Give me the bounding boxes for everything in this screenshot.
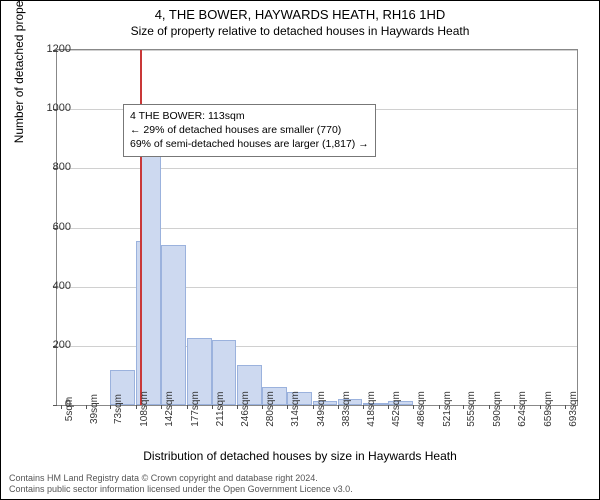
xtick-label: 418sqm (366, 391, 377, 427)
xtick-mark (110, 405, 111, 409)
xtick-mark (463, 405, 464, 409)
xtick-label: 349sqm (316, 391, 327, 427)
y-axis-label: Number of detached properties (12, 0, 26, 143)
gridline-h (57, 346, 577, 347)
xtick-mark (338, 405, 339, 409)
xtick-label: 383sqm (341, 391, 352, 427)
xtick-label: 246sqm (240, 391, 251, 427)
xtick-label: 555sqm (466, 391, 477, 427)
footer-attribution: Contains HM Land Registry data © Crown c… (9, 473, 353, 495)
footer-line-2: Contains public sector information licen… (9, 484, 353, 495)
gridline-h (57, 287, 577, 288)
xtick-mark (161, 405, 162, 409)
xtick-mark (363, 405, 364, 409)
xtick-label: 624sqm (517, 391, 528, 427)
xtick-label: 211sqm (215, 392, 226, 427)
gridline-h (57, 228, 577, 229)
xtick-label: 39sqm (89, 394, 100, 424)
histogram-bar (140, 134, 161, 405)
xtick-label: 486sqm (416, 391, 427, 427)
info-annotation-box: 4 THE BOWER: 113sqm ← 29% of detached ho… (123, 104, 376, 157)
chart-subtitle: Size of property relative to detached ho… (1, 24, 599, 38)
xtick-label: 142sqm (164, 391, 175, 427)
xtick-label: 659sqm (543, 391, 554, 427)
ytick-label: 200 (31, 339, 71, 351)
xtick-mark (187, 405, 188, 409)
ytick-label: 800 (31, 161, 71, 173)
xtick-mark (212, 405, 213, 409)
xtick-mark (388, 405, 389, 409)
chart-title: 4, THE BOWER, HAYWARDS HEATH, RH16 1HD (1, 7, 599, 22)
xtick-mark (287, 405, 288, 409)
xtick-mark (489, 405, 490, 409)
xtick-mark (540, 405, 541, 409)
xtick-mark (237, 405, 238, 409)
gridline-h (57, 50, 577, 51)
info-line-2: ← 29% of detached houses are smaller (77… (130, 123, 369, 137)
ytick-label: 400 (31, 280, 71, 292)
info-line-3: 69% of semi-detached houses are larger (… (130, 137, 369, 151)
xtick-label: 5sqm (64, 397, 75, 421)
xtick-label: 590sqm (492, 391, 503, 427)
xtick-label: 73sqm (113, 394, 124, 424)
xtick-mark (514, 405, 515, 409)
chart-container: 4, THE BOWER, HAYWARDS HEATH, RH16 1HD S… (0, 0, 600, 500)
xtick-label: 693sqm (568, 391, 579, 427)
xtick-mark (565, 405, 566, 409)
ytick-label: 600 (31, 221, 71, 233)
xtick-mark (136, 405, 137, 409)
info-line-1: 4 THE BOWER: 113sqm (130, 109, 369, 123)
xtick-mark (86, 405, 87, 409)
xtick-label: 108sqm (139, 391, 150, 427)
xtick-mark (262, 405, 263, 409)
plot-area: 4 THE BOWER: 113sqm ← 29% of detached ho… (56, 49, 578, 406)
xtick-label: 177sqm (190, 391, 201, 427)
xtick-label: 280sqm (265, 391, 276, 427)
footer-line-1: Contains HM Land Registry data © Crown c… (9, 473, 353, 484)
xtick-mark (313, 405, 314, 409)
x-axis-label: Distribution of detached houses by size … (1, 449, 599, 463)
histogram-bar (161, 245, 186, 405)
xtick-label: 521sqm (442, 391, 453, 427)
ytick-label: 1000 (31, 102, 71, 114)
gridline-h (57, 168, 577, 169)
xtick-mark (439, 405, 440, 409)
xtick-label: 314sqm (290, 391, 301, 427)
xtick-label: 452sqm (391, 391, 402, 427)
ytick-label: 1200 (31, 43, 71, 55)
xtick-mark (413, 405, 414, 409)
